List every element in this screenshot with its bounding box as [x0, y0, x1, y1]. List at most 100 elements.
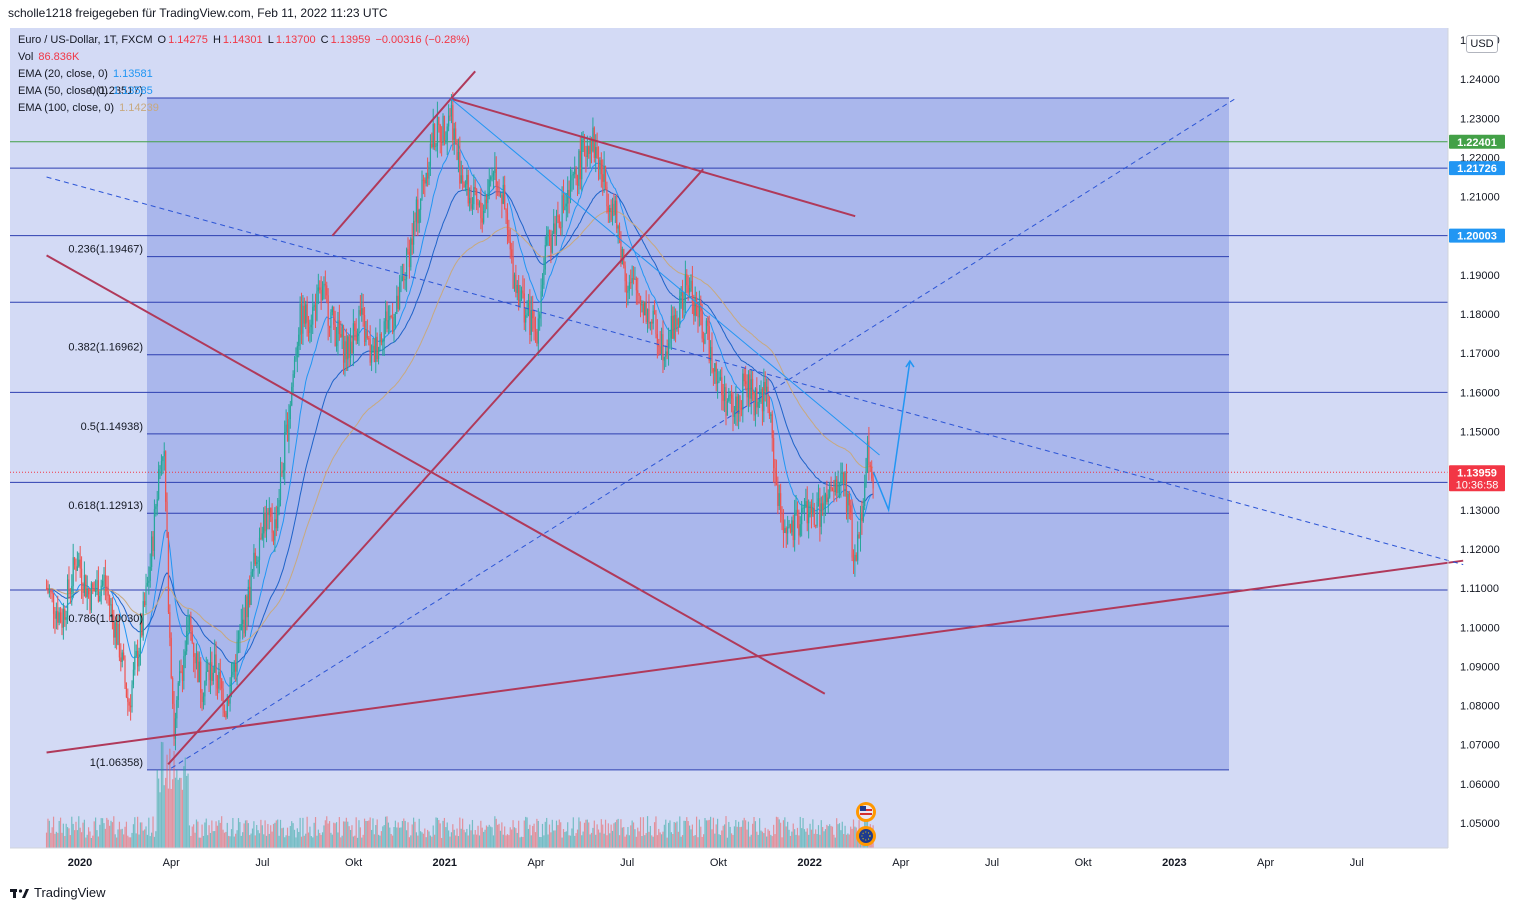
- volume-bar: [581, 835, 583, 848]
- trend-line-6[interactable]: [170, 98, 1236, 769]
- legend-vol-label: Vol: [18, 51, 34, 63]
- candle-body: [560, 227, 562, 229]
- legend-ema100-row: EMA (100, close, 0) 1.14239: [18, 102, 161, 114]
- volume-bar: [813, 833, 815, 848]
- candle-body: [861, 512, 863, 522]
- candle-body: [603, 166, 605, 182]
- candle-body: [794, 513, 796, 541]
- volume-bar: [642, 817, 644, 848]
- candle-body: [382, 341, 384, 343]
- candle-body: [564, 206, 566, 210]
- volume-bar: [750, 834, 752, 848]
- volume-bar: [307, 832, 310, 848]
- candle-body: [312, 306, 314, 325]
- volume-bar: [455, 835, 457, 848]
- volume-bar: [411, 824, 413, 848]
- candle-body: [120, 657, 122, 662]
- volume-bar: [309, 826, 311, 848]
- candle-body: [756, 388, 758, 408]
- volume-bar: [85, 837, 87, 848]
- price-tag-1: 1.21726: [1457, 163, 1497, 175]
- volume-bar: [732, 834, 734, 848]
- candle-body: [578, 150, 580, 186]
- volume-bar: [187, 773, 189, 848]
- candle-body: [687, 285, 689, 293]
- trend-line-5[interactable]: [46, 176, 1464, 566]
- volume-bar: [851, 828, 853, 848]
- volume-bar: [826, 824, 828, 848]
- candle-body: [806, 501, 808, 524]
- candle-body: [691, 280, 693, 302]
- candle-body: [810, 504, 813, 515]
- volume-bar: [469, 824, 471, 848]
- candle-body: [487, 194, 489, 204]
- candle-body: [838, 483, 841, 485]
- volume-bar: [368, 820, 370, 848]
- volume-bar: [674, 822, 677, 848]
- volume-bar: [326, 816, 328, 848]
- trend-line-3[interactable]: [331, 98, 452, 237]
- candle-body: [666, 351, 668, 355]
- currency-button[interactable]: USD: [1466, 35, 1498, 53]
- candle-body: [857, 534, 859, 561]
- legend-symbol: Euro / US-Dollar, 1T, FXCM: [18, 34, 153, 46]
- volume-bar: [485, 825, 488, 848]
- candle-body: [300, 303, 303, 334]
- legend-c-label: C: [320, 34, 329, 46]
- candle-body: [491, 175, 493, 178]
- trend-line-2[interactable]: [167, 168, 704, 765]
- volume-bar: [512, 820, 514, 848]
- candle-body: [237, 639, 240, 642]
- volume-bar: [183, 766, 185, 848]
- candle-body: [289, 405, 291, 419]
- volume-bar: [460, 828, 462, 848]
- candle-body: [764, 381, 766, 392]
- candle-body: [529, 300, 531, 335]
- volume-bar: [501, 822, 503, 848]
- candle-body: [190, 617, 192, 631]
- volume-bar: [481, 827, 483, 848]
- candle-body: [52, 593, 55, 614]
- candle-body: [323, 283, 325, 287]
- trend-line-0[interactable]: [46, 254, 826, 695]
- candle-body: [694, 297, 696, 316]
- volume-bar: [219, 822, 221, 848]
- volume-bar: [694, 835, 696, 848]
- candle-body: [288, 418, 290, 442]
- volume-bar: [355, 817, 357, 848]
- volume-bar: [681, 835, 684, 848]
- candle-body: [843, 472, 845, 484]
- volume-bar: [145, 826, 147, 848]
- candle-body: [581, 140, 583, 180]
- volume-bar: [714, 833, 716, 848]
- volume-bar: [761, 831, 764, 848]
- trend-line-4[interactable]: [450, 97, 856, 218]
- candle-body: [209, 662, 212, 681]
- volume-bar: [551, 819, 553, 848]
- volume-bar: [429, 835, 432, 848]
- projection-path[interactable]: [872, 360, 911, 513]
- volume-bar: [582, 831, 584, 848]
- volume-bar: [291, 821, 293, 848]
- x-tick-label: Apr: [892, 857, 909, 869]
- candle-body: [801, 508, 803, 525]
- candle-body: [656, 334, 658, 346]
- candle-body: [180, 671, 182, 673]
- volume-bar: [83, 819, 85, 848]
- candle-body: [375, 336, 377, 363]
- volume-bar: [209, 832, 212, 848]
- volume-bar: [172, 779, 174, 848]
- candle-body: [57, 611, 59, 623]
- y-tick-label: 1.17000: [1460, 348, 1500, 360]
- volume-bar: [686, 817, 688, 848]
- candle-body: [113, 615, 115, 638]
- trend-line-1[interactable]: [46, 559, 1464, 754]
- volume-bar: [529, 824, 531, 848]
- volume-bar: [845, 834, 848, 848]
- volume-bar: [497, 824, 499, 848]
- down-channel-line[interactable]: [450, 98, 880, 456]
- volume-bar: [603, 833, 605, 848]
- trend-line-ext-3[interactable]: [450, 70, 476, 100]
- candle-body: [151, 536, 153, 567]
